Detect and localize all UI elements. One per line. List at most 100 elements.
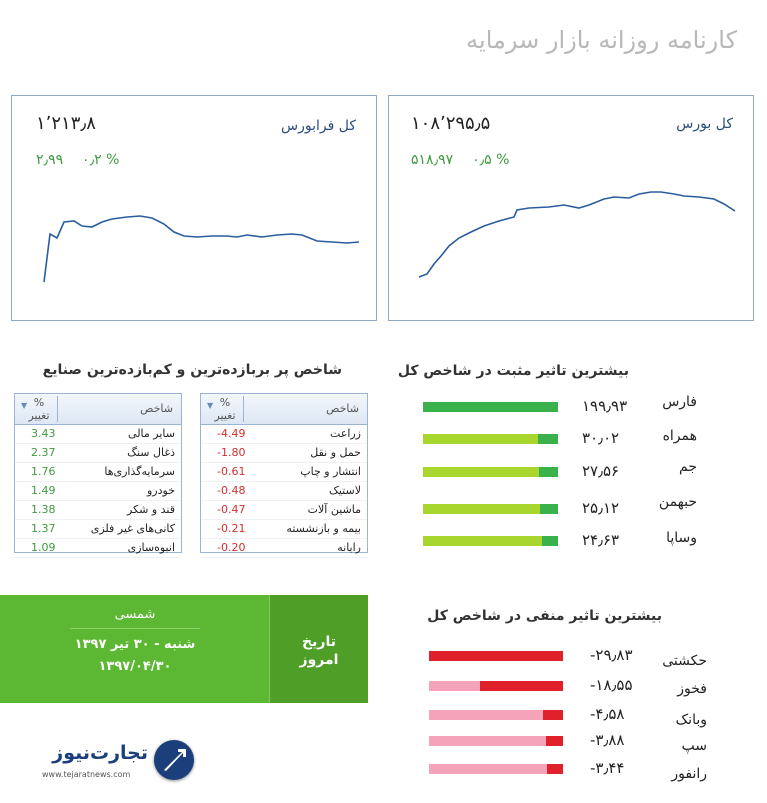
industry-name: زراعت <box>329 427 361 440</box>
table-row[interactable]: سرمایه‌گذاری‌ها 1.76 <box>15 463 181 482</box>
losers-header-pct-symbol: % <box>219 396 231 409</box>
negative-bar <box>429 710 563 720</box>
positive-bar-value: ۲۴٫۶۳ <box>582 531 620 549</box>
tejarat-news-logo[interactable]: تجارت‌نیوز www.tejaratnews.com <box>34 740 194 786</box>
industry-name: ماشین آلات <box>307 503 361 516</box>
industry-name: انبوه‌سازی <box>127 541 175 554</box>
industry-name: خودرو <box>146 484 175 497</box>
negative-bar-value: -۴٫۵۸ <box>590 705 625 723</box>
bourse-sparkline <box>418 191 736 278</box>
losers-table-header: شاخص ▼ % تغییر <box>201 394 367 425</box>
industry-name: انتشار و چاپ <box>300 465 361 478</box>
negative-bar-value: -۱۸٫۵۵ <box>590 676 633 694</box>
losers-rows: زراعت -4.49 حمل و نقل -1.80 انتشار و چاپ -0.6… <box>201 425 367 558</box>
positive-bar-fill <box>540 504 558 514</box>
industry-change-pct: -4.49 <box>217 427 246 440</box>
negative-bar-name[interactable]: فخوز <box>677 681 707 697</box>
farabourse-index-card[interactable]: کل فرابورس ۱٬۲۱۳٫۸ ۲٫۹۹ ۰٫۲ % <box>11 95 377 321</box>
positive-bar-fill <box>538 434 558 444</box>
sort-arrow-icon: ▼ <box>207 401 214 410</box>
negative-bar-fill <box>547 764 563 774</box>
positive-bar-name[interactable]: فارس <box>662 394 697 410</box>
industry-change-pct: 1.38 <box>31 503 56 516</box>
table-row[interactable]: انتشار و چاپ -0.61 <box>201 463 367 482</box>
table-row[interactable]: بیمه و بازنشسته -0.21 <box>201 520 367 539</box>
negative-bar-name[interactable]: وبانک <box>675 712 707 728</box>
table-row[interactable]: حمل و نقل -1.80 <box>201 444 367 463</box>
losers-header-pct[interactable]: ▼ % تغییر <box>207 396 244 422</box>
bourse-change-pct: ۰٫۵ % <box>472 152 510 168</box>
table-row[interactable]: ماشین آلات -0.47 <box>201 501 367 520</box>
date-divider <box>70 628 200 629</box>
gainers-header-pct[interactable]: ▼ % تغییر <box>21 396 58 422</box>
positive-section-title: بیشترین تاثیر مثبت در شاخص کل <box>397 363 629 379</box>
industry-change-pct: 1.09 <box>31 541 56 554</box>
industry-name: قند و شکر <box>126 503 175 516</box>
industry-change-pct: -0.47 <box>217 503 246 516</box>
industry-name: لاستیک <box>329 484 361 497</box>
positive-bar-fill <box>539 467 558 477</box>
positive-bar <box>423 504 558 514</box>
positive-bar-name[interactable]: جم <box>679 459 697 475</box>
bourse-card-value: ۱۰۸٬۲۹۵٫۵ <box>411 113 491 134</box>
date-box: تاریخ امروز شمسی شنبه - ۳۰ تیر ۱۳۹۷ ۱۳۹۷… <box>0 595 368 703</box>
negative-section-title: بیشترین تاثیر منفی در شاخص کل <box>427 608 662 624</box>
industry-change-pct: 1.76 <box>31 465 56 478</box>
positive-bar <box>423 536 558 546</box>
positive-bar-name[interactable]: همراه <box>662 428 697 444</box>
negative-bar-value: -۳٫۴۴ <box>590 759 625 777</box>
table-row[interactable]: قند و شکر 1.38 <box>15 501 181 520</box>
table-row[interactable]: انبوه‌سازی 1.09 <box>15 539 181 558</box>
date-numeric: ۱۳۹۷/۰۴/۳۰ <box>98 659 172 674</box>
positive-bar <box>423 434 558 444</box>
table-row[interactable]: لاستیک -0.48 <box>201 482 367 501</box>
logo-url-text: www.tejaratnews.com <box>42 770 131 779</box>
table-row[interactable]: کانی‌های غیر فلزی 1.37 <box>15 520 181 539</box>
bourse-card-name: کل بورس <box>676 116 733 132</box>
bourse-index-card[interactable]: کل بورس ۱۰۸٬۲۹۵٫۵ ۵۱۸٫۹۷ ۰٫۵ % <box>388 95 754 321</box>
industry-name: کانی‌های غیر فلزی <box>90 522 175 535</box>
date-label-line2: امروز <box>299 652 339 668</box>
table-row[interactable]: ذغال سنگ 2.37 <box>15 444 181 463</box>
farabourse-sparkline <box>43 215 360 283</box>
industry-name: بیمه و بازنشسته <box>286 522 361 535</box>
losers-header-name[interactable]: شاخص <box>326 402 359 415</box>
positive-bar-value: ۳۰٫۰۲ <box>582 429 620 447</box>
table-row[interactable]: سایر مالی 3.43 <box>15 425 181 444</box>
positive-bar <box>423 402 558 412</box>
negative-bar <box>429 651 563 661</box>
positive-bar-value: ۱۹۹٫۹۳ <box>582 397 628 415</box>
industry-change-pct: -0.48 <box>217 484 246 497</box>
logo-circle-icon <box>154 740 194 780</box>
negative-bar-fill <box>543 710 563 720</box>
gainers-rows: سایر مالی 3.43 ذغال سنگ 2.37 سرمایه‌گذاری‌ها… <box>15 425 181 558</box>
bourse-card-change: ۵۱۸٫۹۷ ۰٫۵ % <box>411 152 509 168</box>
losers-header-pct-sub: تغییر <box>214 409 236 422</box>
positive-bar-name[interactable]: حبهمن <box>658 494 697 510</box>
positive-bar-value: ۲۷٫۵۶ <box>582 462 620 480</box>
table-row[interactable]: رایانه -0.20 <box>201 539 367 558</box>
farabourse-card-change: ۲٫۹۹ ۰٫۲ % <box>36 152 119 168</box>
positive-bar-name[interactable]: وساپا <box>666 530 697 546</box>
negative-bar-name[interactable]: حکشتی <box>662 653 707 669</box>
negative-bar <box>429 736 563 746</box>
negative-bar-name[interactable]: رانفور <box>671 766 707 782</box>
sort-arrow-icon: ▼ <box>21 401 28 410</box>
industry-name: سایر مالی <box>128 427 175 440</box>
farabourse-change-pct: ۰٫۲ % <box>82 152 120 168</box>
negative-bar-fill <box>546 736 563 746</box>
industry-change-pct: 2.37 <box>31 446 56 459</box>
negative-bar-value: -۳٫۸۸ <box>590 731 625 749</box>
industry-change-pct: 3.43 <box>31 427 56 440</box>
positive-bar-value: ۲۵٫۱۲ <box>582 499 620 517</box>
industry-change-pct: -0.21 <box>217 522 246 535</box>
gainers-header-name[interactable]: شاخص <box>140 402 173 415</box>
table-row[interactable]: زراعت -4.49 <box>201 425 367 444</box>
industry-name: حمل و نقل <box>310 446 361 459</box>
farabourse-card-name: کل فرابورس <box>280 118 356 134</box>
negative-bar <box>429 764 563 774</box>
industry-change-pct: 1.37 <box>31 522 56 535</box>
date-label-panel <box>269 595 368 703</box>
negative-bar-name[interactable]: سپ <box>681 738 707 754</box>
table-row[interactable]: خودرو 1.49 <box>15 482 181 501</box>
